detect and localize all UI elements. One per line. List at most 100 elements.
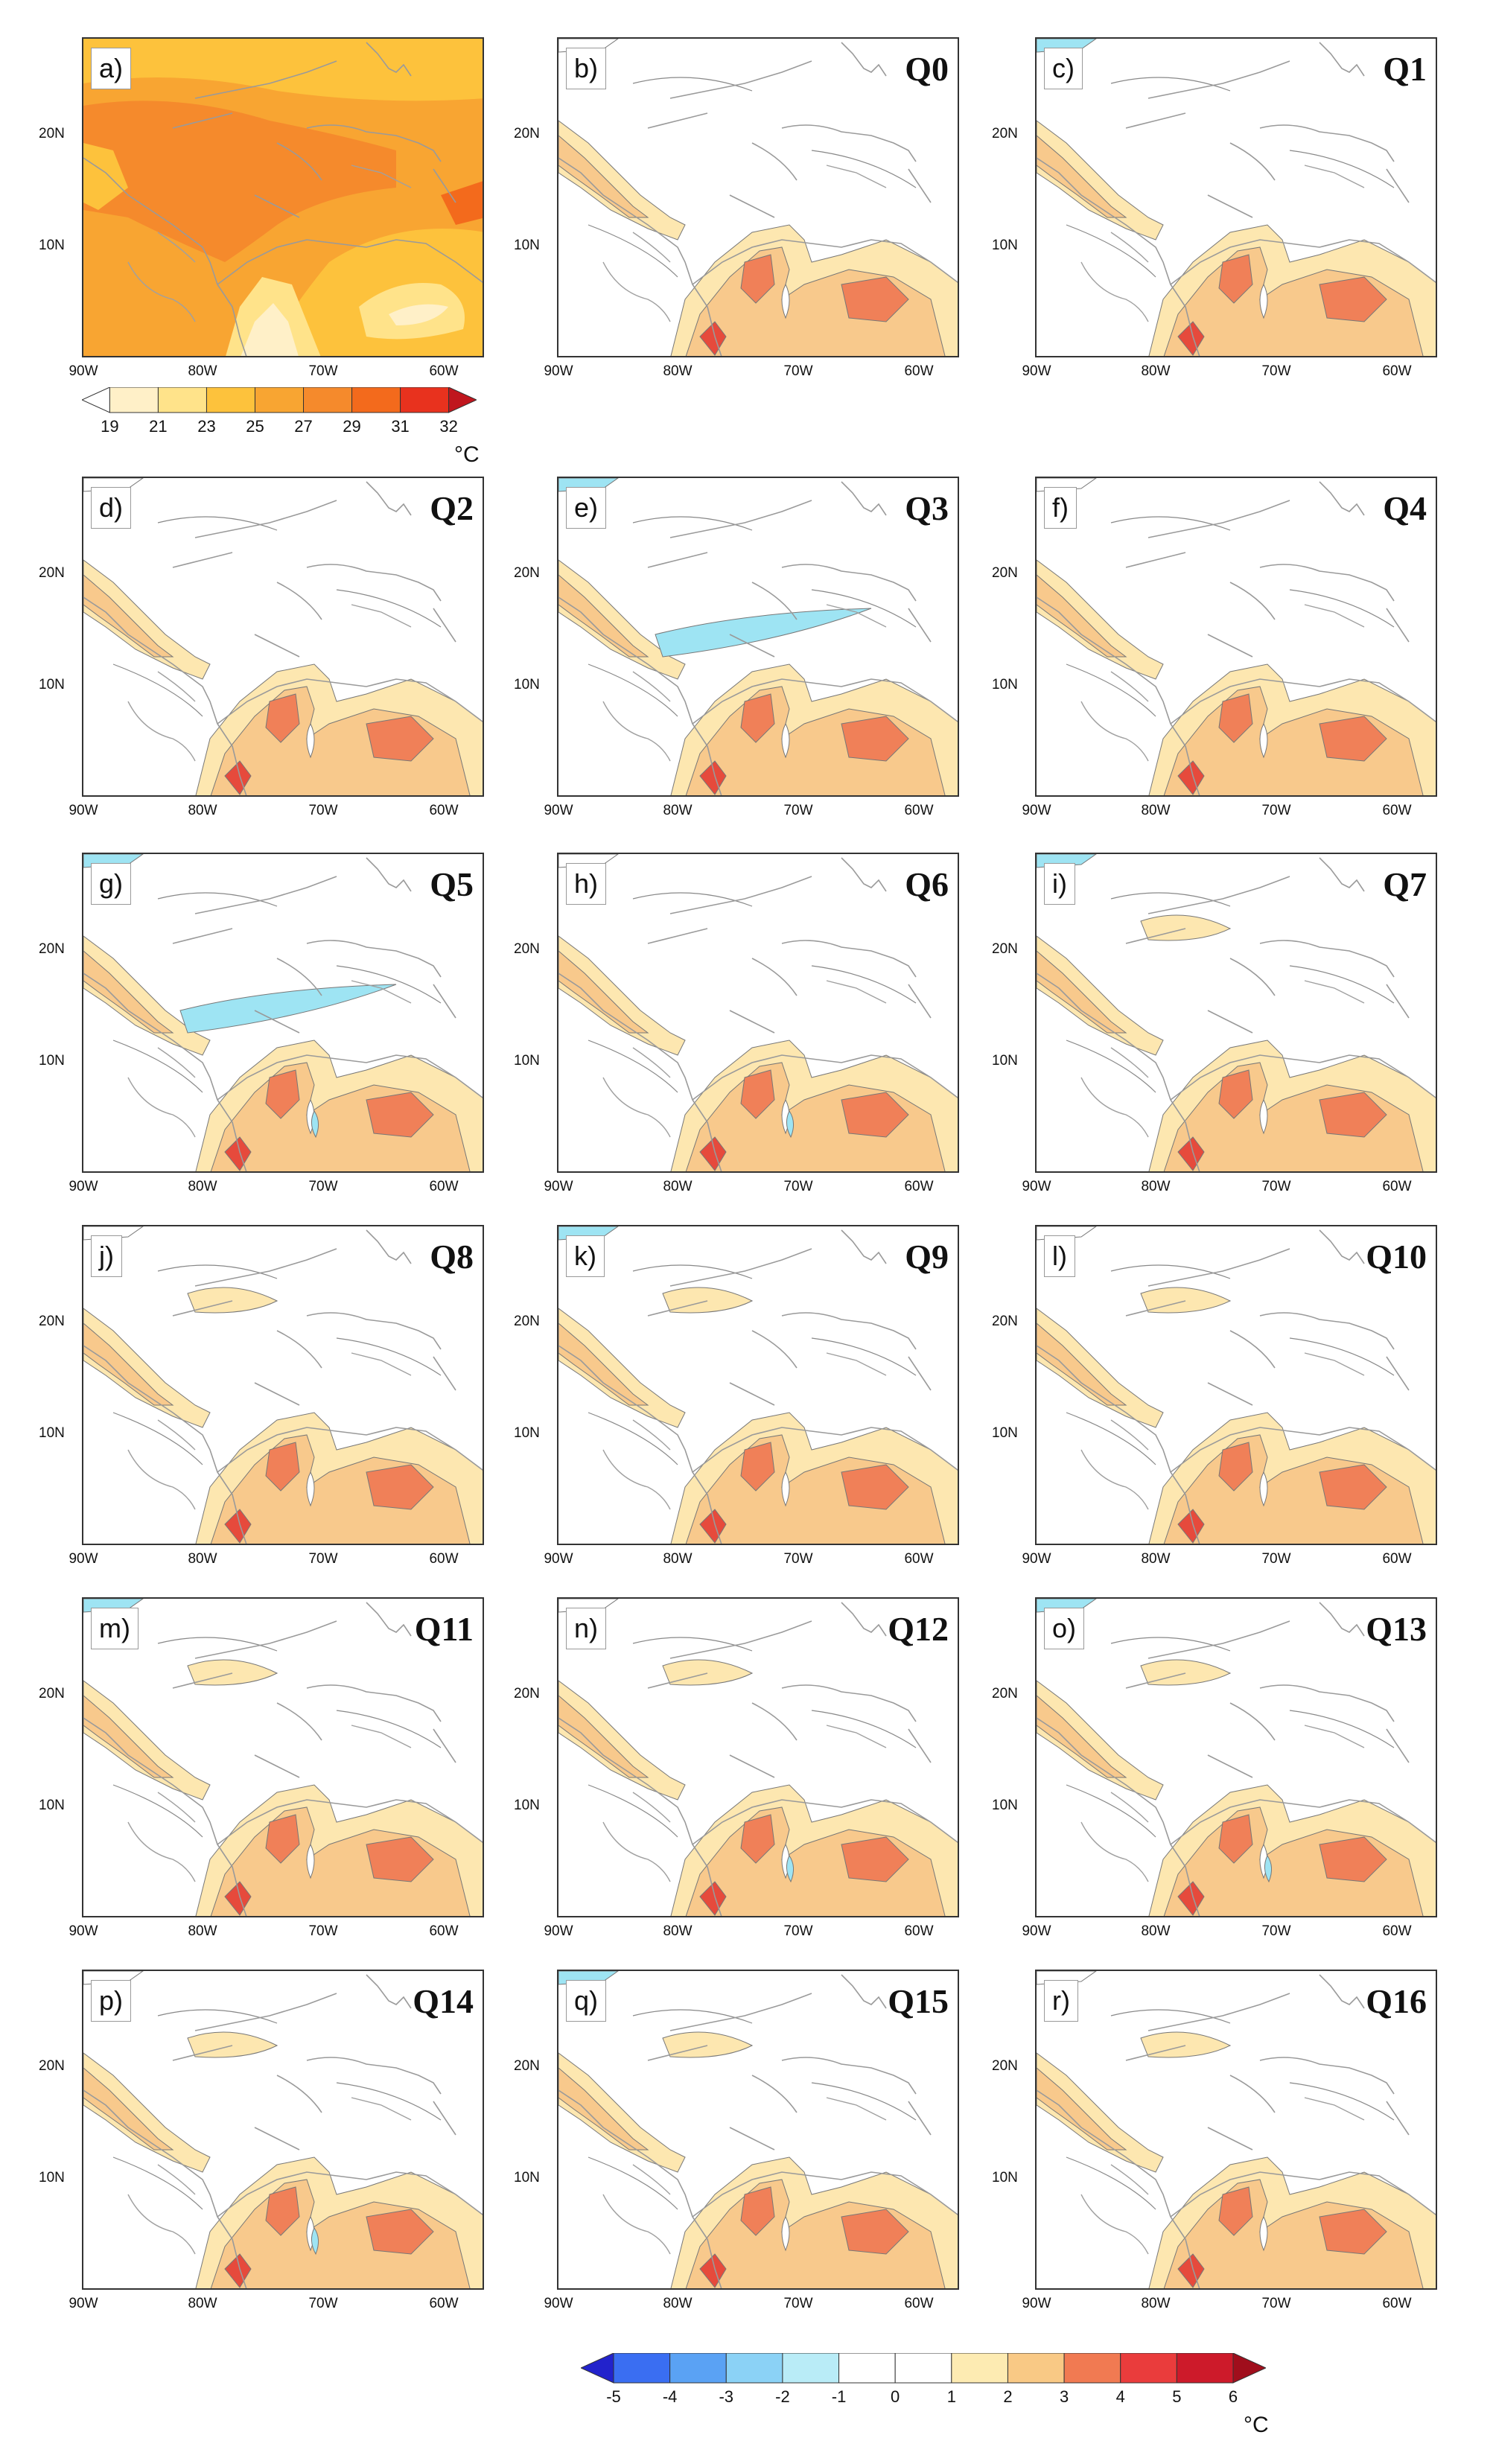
map-frame: n) Q12 <box>557 1597 959 1917</box>
panel-label: k) <box>566 1235 605 1277</box>
y-tick-label: 10N <box>39 1425 65 1441</box>
panel-label: f) <box>1044 487 1077 529</box>
y-tick-label: 20N <box>514 941 540 957</box>
y-tick-label: 10N <box>514 238 540 253</box>
y-tick-label: 10N <box>992 1053 1018 1069</box>
x-tick-label: 70W <box>783 363 813 379</box>
colorbar-tick-label: 27 <box>294 417 313 436</box>
map-frame: a) <box>82 37 484 357</box>
colorbar-tick-label: 23 <box>197 417 216 436</box>
panel-label: i) <box>1044 863 1075 905</box>
x-tick-label: 90W <box>544 1923 573 1939</box>
x-tick-label: 70W <box>1261 2296 1291 2311</box>
panel-title: Q11 <box>414 1610 474 1648</box>
colorbar-unit: °C <box>454 442 480 467</box>
panel-label: j) <box>91 1235 122 1277</box>
x-tick-label: 70W <box>308 1551 338 1567</box>
map-frame: j) Q8 <box>82 1225 484 1545</box>
x-tick-label: 90W <box>1022 2296 1051 2311</box>
y-tick-label: 20N <box>514 1314 540 1329</box>
x-tick-label: 60W <box>1382 803 1412 818</box>
x-tick-label: 70W <box>783 803 813 818</box>
map-frame: p) Q14 <box>82 1970 484 2290</box>
colorbar-tick-label: 5 <box>1172 2387 1182 2406</box>
x-tick-label: 60W <box>904 363 934 379</box>
x-tick-label: 60W <box>429 1551 459 1567</box>
panel-label: p) <box>91 1980 132 2022</box>
x-tick-label: 80W <box>1141 1179 1171 1194</box>
x-tick-label: 90W <box>544 1551 573 1567</box>
map-frame: c) Q1 <box>1035 37 1437 357</box>
x-tick-label: 90W <box>544 2296 573 2311</box>
colorbar-tick-label: 25 <box>246 417 264 436</box>
x-tick-label: 70W <box>1261 1923 1291 1939</box>
x-tick-label: 80W <box>1141 2296 1171 2311</box>
map-frame: h) Q6 <box>557 853 959 1173</box>
panel-label: o) <box>1044 1608 1085 1649</box>
x-tick-label: 90W <box>544 803 573 818</box>
y-tick-label: 20N <box>39 1314 65 1329</box>
y-tick-label: 20N <box>39 565 65 581</box>
x-tick-label: 70W <box>308 2296 338 2311</box>
colorbar-tick-label: 31 <box>391 417 410 436</box>
colorbar-tick-label: 1 <box>946 2387 956 2406</box>
panel-title: Q16 <box>1366 1982 1427 2020</box>
y-tick-label: 10N <box>992 1425 1018 1441</box>
y-tick-label: 20N <box>992 565 1018 581</box>
x-tick-label: 80W <box>663 2296 693 2311</box>
x-tick-label: 80W <box>1141 803 1171 818</box>
colorbar-tick-label: -3 <box>719 2387 734 2406</box>
x-tick-label: 80W <box>663 1923 693 1939</box>
x-tick-label: 80W <box>663 1179 693 1194</box>
map-frame: m) Q11 <box>82 1597 484 1917</box>
colorbar-tick-label: 0 <box>891 2387 900 2406</box>
panel-title: Q4 <box>1383 489 1427 527</box>
x-tick-label: 60W <box>904 1551 934 1567</box>
x-tick-label: 60W <box>429 1179 459 1194</box>
colorbar-tick-label: 4 <box>1115 2387 1125 2406</box>
map-frame: b) Q0 <box>557 37 959 357</box>
x-tick-label: 90W <box>69 363 98 379</box>
x-tick-label: 60W <box>429 363 459 379</box>
colorbar-tick-label: -1 <box>831 2387 847 2406</box>
panel-label: c) <box>1044 48 1083 89</box>
x-tick-label: 60W <box>429 1923 459 1939</box>
panel-label: a) <box>91 48 132 89</box>
colorbar-tick-label: 2 <box>1003 2387 1013 2406</box>
panel-title: Q2 <box>430 489 474 527</box>
x-tick-label: 90W <box>69 1551 98 1567</box>
y-tick-label: 20N <box>514 2058 540 2074</box>
y-tick-label: 20N <box>992 1314 1018 1329</box>
panel-label: q) <box>566 1980 607 2022</box>
x-tick-label: 80W <box>188 2296 217 2311</box>
x-tick-label: 60W <box>1382 2296 1412 2311</box>
x-tick-label: 80W <box>188 1551 217 1567</box>
x-tick-label: 80W <box>188 363 217 379</box>
panel-title: Q10 <box>1366 1238 1427 1276</box>
x-tick-label: 80W <box>663 363 693 379</box>
map-frame: f) Q4 <box>1035 477 1437 797</box>
x-tick-label: 60W <box>1382 1551 1412 1567</box>
y-tick-label: 20N <box>514 1686 540 1701</box>
x-tick-label: 70W <box>783 1179 813 1194</box>
y-tick-label: 20N <box>39 1686 65 1701</box>
y-tick-label: 10N <box>514 1425 540 1441</box>
panel-label: g) <box>91 863 132 905</box>
y-tick-label: 10N <box>992 2170 1018 2186</box>
map-frame: i) Q7 <box>1035 853 1437 1173</box>
x-tick-label: 90W <box>69 1923 98 1939</box>
y-tick-label: 10N <box>514 1798 540 1813</box>
panel-label: b) <box>566 48 607 89</box>
colorbar-unit: °C <box>1244 2413 1269 2437</box>
x-tick-label: 90W <box>1022 1923 1051 1939</box>
y-tick-label: 10N <box>992 1798 1018 1813</box>
y-tick-label: 10N <box>514 1053 540 1069</box>
x-tick-label: 80W <box>663 1551 693 1567</box>
x-tick-label: 90W <box>69 1179 98 1194</box>
y-tick-label: 10N <box>39 1053 65 1069</box>
map-frame: l) Q10 <box>1035 1225 1437 1545</box>
x-tick-label: 80W <box>188 1923 217 1939</box>
y-tick-label: 20N <box>39 2058 65 2074</box>
x-tick-label: 60W <box>429 2296 459 2311</box>
x-tick-label: 90W <box>544 363 573 379</box>
